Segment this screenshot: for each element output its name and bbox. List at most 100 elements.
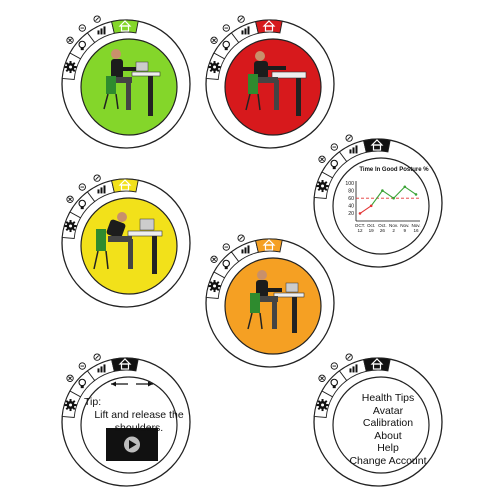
circle-x-icon[interactable] [318, 374, 326, 382]
circle-x-icon[interactable] [210, 255, 218, 263]
tab-strip [205, 238, 283, 299]
menu-item-about[interactable]: About [374, 429, 402, 442]
tab-settings-gear[interactable] [313, 390, 334, 418]
settings-gear-icon [64, 399, 77, 412]
bar-chart-icon [241, 245, 250, 254]
series-segment [370, 190, 383, 207]
posture-status-circle [224, 38, 322, 136]
tab-home[interactable] [255, 238, 283, 253]
arrow-left-icon[interactable] [111, 381, 128, 387]
lightbulb-icon [78, 378, 86, 389]
x-tick-label: Oct. 26 [378, 223, 386, 233]
menu-widget: Health Tips Avatar Calibration About Hel… [308, 352, 448, 492]
circle-minus-icon[interactable] [330, 143, 338, 151]
menu-item-health-tips[interactable]: Health Tips [361, 392, 415, 404]
window-controls [210, 15, 245, 44]
home-icon [262, 239, 276, 251]
video-play-button[interactable] [106, 428, 158, 461]
tab-home[interactable] [111, 357, 139, 372]
lightbulb-icon [78, 40, 86, 51]
settings-gear-icon [64, 220, 77, 233]
circle-x-icon[interactable] [66, 36, 74, 44]
data-point [358, 212, 362, 215]
x-tick-label: Nov. 16 [411, 223, 420, 233]
circle-slash-icon[interactable] [93, 15, 101, 23]
y-tick-label: 100 [345, 181, 354, 187]
tab-settings-gear[interactable] [205, 271, 226, 299]
home-icon [262, 20, 276, 32]
circle-slash-icon[interactable] [93, 174, 101, 182]
series-segment [359, 205, 372, 214]
lightbulb-icon [222, 259, 230, 270]
tab-settings-gear[interactable] [205, 52, 226, 80]
bar-chart-icon [97, 26, 106, 35]
settings-gear-icon [316, 399, 329, 412]
window-controls [318, 134, 353, 163]
circle-x-icon[interactable] [210, 36, 218, 44]
circle-minus-icon[interactable] [330, 362, 338, 370]
circle-x-icon[interactable] [66, 195, 74, 203]
tab-strip [61, 19, 139, 80]
circle-minus-icon[interactable] [78, 183, 86, 191]
posture-widget-orange-graphic [205, 234, 335, 368]
circle-slash-icon[interactable] [345, 353, 353, 361]
circle-minus-icon[interactable] [222, 243, 230, 251]
arrow-right-icon[interactable] [136, 381, 153, 387]
avatar-figure [103, 49, 161, 116]
settings-gear-icon [208, 61, 221, 74]
circle-minus-icon[interactable] [222, 24, 230, 32]
menu-item-change-account[interactable]: Change Account [349, 454, 427, 467]
y-tick-label: 20 [348, 211, 354, 217]
tip-text: Tip: Lift and release the shoulders. [84, 396, 194, 435]
series-segment [382, 190, 394, 199]
circle-slash-icon[interactable] [93, 353, 101, 361]
posture-widget-green [56, 14, 196, 154]
posture-widget-red [200, 14, 340, 154]
menu-item-help[interactable]: Help [377, 442, 399, 454]
tab-settings-gear[interactable] [61, 52, 82, 80]
circle-slash-icon[interactable] [237, 15, 245, 23]
tab-home[interactable] [363, 138, 391, 153]
avatar-figure [245, 51, 307, 116]
circle-x-icon[interactable] [66, 374, 74, 382]
window-controls [210, 234, 245, 263]
posture-chart-widget: 100 80 60 40 20 OCT. 12 Oct. 19 Oct. 26 Nov. 2 Nov. 9 N… [308, 133, 448, 273]
tip-widget-graphic [61, 353, 191, 487]
chart-title: Time In Good Posture % [359, 167, 429, 173]
posture-widget-orange [200, 233, 340, 373]
tab-home[interactable] [255, 19, 283, 34]
y-tick-label: 60 [348, 196, 354, 202]
menu-item-avatar[interactable]: Avatar [372, 404, 404, 417]
posture-widget-yellow-graphic [61, 174, 191, 308]
tab-settings-gear[interactable] [61, 390, 82, 418]
home-icon [118, 20, 132, 32]
avatar-figure [93, 212, 163, 274]
circle-slash-icon[interactable] [237, 234, 245, 242]
window-controls [318, 353, 353, 382]
y-tick-label: 40 [348, 204, 354, 210]
tab-home[interactable] [111, 178, 139, 193]
posture-widget-red-graphic [205, 15, 335, 149]
tab-home[interactable] [363, 357, 391, 372]
settings-gear-icon [316, 180, 329, 193]
x-tick-label: Oct. 19 [367, 223, 375, 233]
series-segment [404, 186, 417, 195]
bar-chart-icon [241, 26, 250, 35]
tip-body: Lift and release the shoulders. [94, 409, 184, 434]
x-tick-label: Nov. 2 [389, 223, 398, 233]
lightbulb-icon [330, 159, 338, 170]
menu-item-calibration[interactable]: Calibration [362, 417, 414, 429]
tab-strip [61, 357, 139, 418]
home-icon [370, 139, 384, 151]
circle-minus-icon[interactable] [78, 24, 86, 32]
posture-widget-yellow [56, 173, 196, 313]
circle-x-icon[interactable] [318, 155, 326, 163]
data-point [392, 196, 395, 200]
circle-slash-icon[interactable] [345, 134, 353, 142]
bar-chart-icon [97, 364, 106, 373]
tab-settings-gear[interactable] [61, 211, 82, 239]
circle-minus-icon[interactable] [78, 362, 86, 370]
tab-home[interactable] [111, 19, 139, 34]
tip-label: Tip: [84, 396, 102, 408]
